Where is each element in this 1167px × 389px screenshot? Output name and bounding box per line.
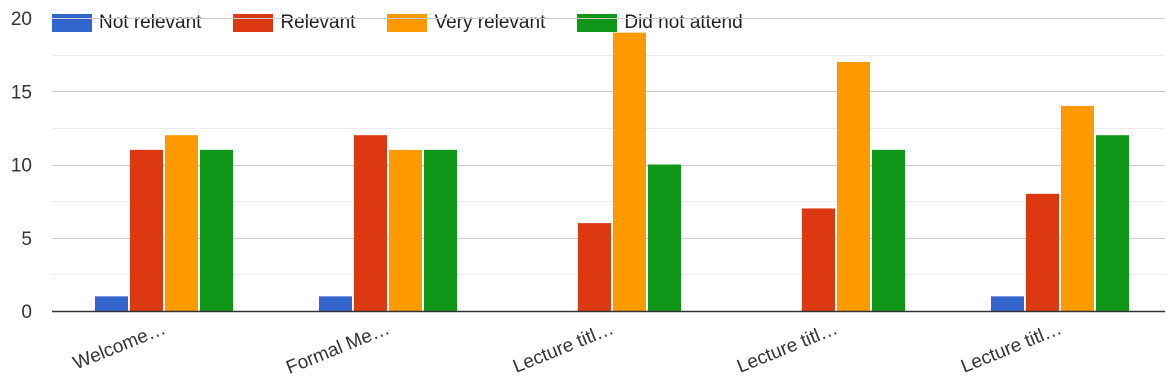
bar-did-not-attend[interactable] [648, 164, 681, 312]
bar-relevant[interactable] [578, 223, 611, 311]
bar-did-not-attend[interactable] [200, 149, 233, 311]
y-tick-label: 5 [21, 229, 32, 250]
bar-did-not-attend[interactable] [424, 149, 457, 311]
bar-not-relevant[interactable] [95, 296, 128, 311]
x-category-label: Lecture titl… [510, 318, 617, 377]
bar-very-relevant[interactable] [613, 32, 646, 312]
legend-label: Very relevant [434, 12, 546, 33]
bar-relevant[interactable] [130, 149, 163, 311]
bar-not-relevant[interactable] [319, 296, 352, 311]
bar-did-not-attend[interactable] [872, 149, 905, 311]
bar-very-relevant[interactable] [165, 135, 198, 311]
y-tick-label: 20 [11, 9, 32, 30]
y-tick-label: 0 [21, 302, 32, 323]
chart-legend: Not relevant Relevant Very relevant Did … [52, 12, 775, 34]
x-category-label: Lecture titl… [958, 318, 1065, 377]
bar-relevant[interactable] [1026, 193, 1059, 311]
bar-very-relevant[interactable] [1061, 105, 1094, 312]
y-tick-label: 15 [11, 82, 32, 103]
legend-label: Did not attend [624, 12, 743, 33]
x-category-label: Lecture titl… [734, 318, 841, 377]
bar-relevant[interactable] [354, 135, 387, 311]
bar-did-not-attend[interactable] [1096, 135, 1129, 311]
legend-label: Relevant [280, 12, 356, 33]
bar-not-relevant[interactable] [991, 296, 1024, 311]
x-category-label: Formal Me… [283, 318, 393, 379]
bar-very-relevant[interactable] [837, 61, 870, 312]
x-category-label: Welcome… [70, 318, 169, 374]
bar-very-relevant[interactable] [389, 149, 422, 311]
y-tick-label: 10 [11, 156, 32, 177]
bar-relevant[interactable] [802, 208, 835, 311]
legend-label: Not relevant [99, 12, 202, 33]
